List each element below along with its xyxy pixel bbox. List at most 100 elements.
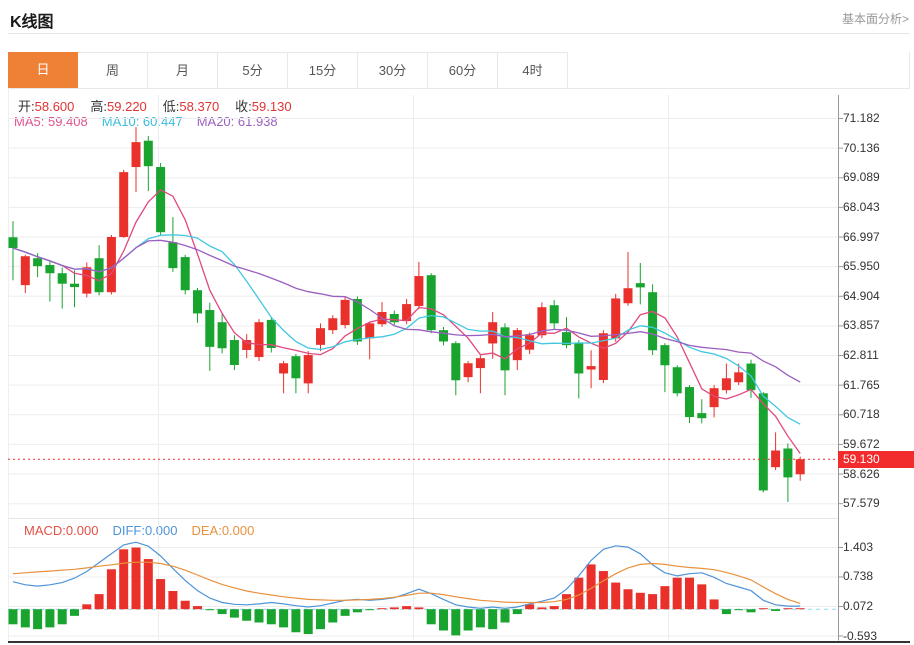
candle	[672, 365, 682, 397]
candle	[316, 323, 325, 352]
tab-60min[interactable]: 60分	[428, 52, 498, 88]
candle	[439, 327, 448, 346]
tab-week[interactable]: 周	[78, 52, 148, 88]
datanameohlcreadout-low: 低:58.370	[162, 99, 220, 114]
candle	[20, 254, 30, 294]
tab-month[interactable]: 月	[148, 52, 218, 88]
candle	[734, 363, 744, 386]
ma5-line	[12, 189, 801, 454]
diff-line	[12, 541, 801, 609]
candle	[697, 399, 707, 424]
candle	[365, 321, 375, 360]
tab-30min[interactable]: 30分	[358, 52, 428, 88]
candle	[279, 361, 289, 394]
candle	[771, 432, 781, 471]
candle	[611, 293, 621, 342]
tab-day[interactable]: 日	[8, 52, 78, 88]
candle	[168, 217, 178, 272]
y-axis-label: 59.672	[843, 436, 880, 451]
candle	[377, 302, 387, 327]
candle	[70, 270, 79, 308]
y-axis-label: 57.579	[843, 496, 880, 511]
candle	[205, 302, 215, 371]
candle	[266, 317, 276, 353]
candle	[242, 334, 252, 359]
tab-15min[interactable]: 15分	[288, 52, 358, 88]
candle	[180, 254, 190, 295]
candle	[414, 261, 424, 310]
y-axis-label: 64.904	[843, 288, 880, 303]
candle	[783, 443, 793, 503]
candle	[94, 245, 104, 296]
title-divider	[8, 33, 910, 34]
candle	[598, 330, 608, 384]
y-axis-label: 0.072	[843, 599, 874, 613]
y-axis-label: 65.950	[843, 259, 880, 274]
candle	[574, 340, 584, 399]
candle	[82, 262, 92, 298]
datanamemacdreadout-diff: DIFF:0.000	[112, 523, 178, 538]
y-axis-label: 68.043	[843, 199, 880, 214]
candle	[131, 127, 141, 192]
datanameohlcreadout-high: 高:59.220	[90, 99, 147, 114]
candle	[45, 261, 55, 302]
candle	[475, 355, 485, 394]
candle	[106, 235, 116, 295]
page-title: K线图	[10, 14, 54, 31]
fundamental-analysis-link[interactable]: 基本面分析>	[841, 12, 909, 26]
candle	[758, 392, 768, 493]
candle	[389, 310, 399, 326]
y-axis-label: 60.718	[843, 407, 880, 422]
ma10-line	[12, 234, 801, 425]
candlesticks	[8, 127, 805, 503]
tab-5min[interactable]: 5分	[218, 52, 288, 88]
datanamemareadout-ma5: MA5: 59.408	[14, 114, 88, 129]
candle	[488, 312, 498, 359]
candle	[156, 163, 166, 236]
y-axis-label: 70.136	[843, 140, 880, 155]
candle	[8, 221, 18, 281]
bottom-border	[8, 641, 910, 643]
ma20-line	[12, 239, 801, 383]
y-axis-label: 71.182	[843, 111, 880, 125]
y-axis-label: 66.997	[843, 229, 880, 244]
y-axis-label: 63.857	[843, 318, 880, 333]
candle	[57, 267, 67, 309]
y-axis-label: 58.626	[843, 466, 880, 481]
candle	[340, 296, 350, 329]
tab-4hour[interactable]: 4时	[498, 52, 568, 88]
ma-readout: MA5: 59.408 MA10: 60.447 MA20: 61.938	[14, 114, 292, 129]
candle	[660, 343, 670, 393]
y-axis-label: 69.089	[843, 170, 880, 185]
y-axis-label: -0.593	[843, 628, 878, 643]
candle	[685, 385, 694, 424]
candle	[328, 315, 338, 335]
candle	[229, 335, 239, 371]
datanamemareadout-ma20: MA20: 61.938	[196, 114, 278, 129]
y-axis-label: 61.765	[843, 377, 880, 392]
datanamemareadout-ma10: MA10: 60.447	[101, 114, 183, 129]
candle	[254, 319, 264, 362]
candle	[746, 359, 756, 398]
candle	[721, 363, 731, 394]
y-axis	[838, 95, 843, 641]
y-axis-label: 62.811	[843, 348, 879, 363]
candle	[586, 350, 596, 389]
macd-bars	[8, 547, 805, 636]
candle	[463, 361, 473, 383]
period-tabs: 日周月 5分 15分 30分 60分 4时	[8, 52, 910, 89]
candle	[426, 273, 436, 334]
candle	[549, 300, 559, 330]
macd-readout: MACD:0.000 DIFF:0.000 DEA:0.000	[24, 523, 268, 538]
datanameohlcreadout-open: 开:58.600	[18, 99, 75, 114]
candle	[352, 296, 362, 345]
ohlc-readout: 开:58.600 高:59.220 低:58.370 收:59.130	[18, 96, 308, 115]
dea-line	[12, 561, 801, 604]
current-price-badge: 59.130	[838, 451, 914, 468]
candle	[143, 135, 153, 192]
candle	[217, 313, 227, 354]
y-axis-label: 0.738	[843, 569, 874, 584]
datanamemacdreadout-dea: DEA:0.000	[191, 523, 255, 538]
